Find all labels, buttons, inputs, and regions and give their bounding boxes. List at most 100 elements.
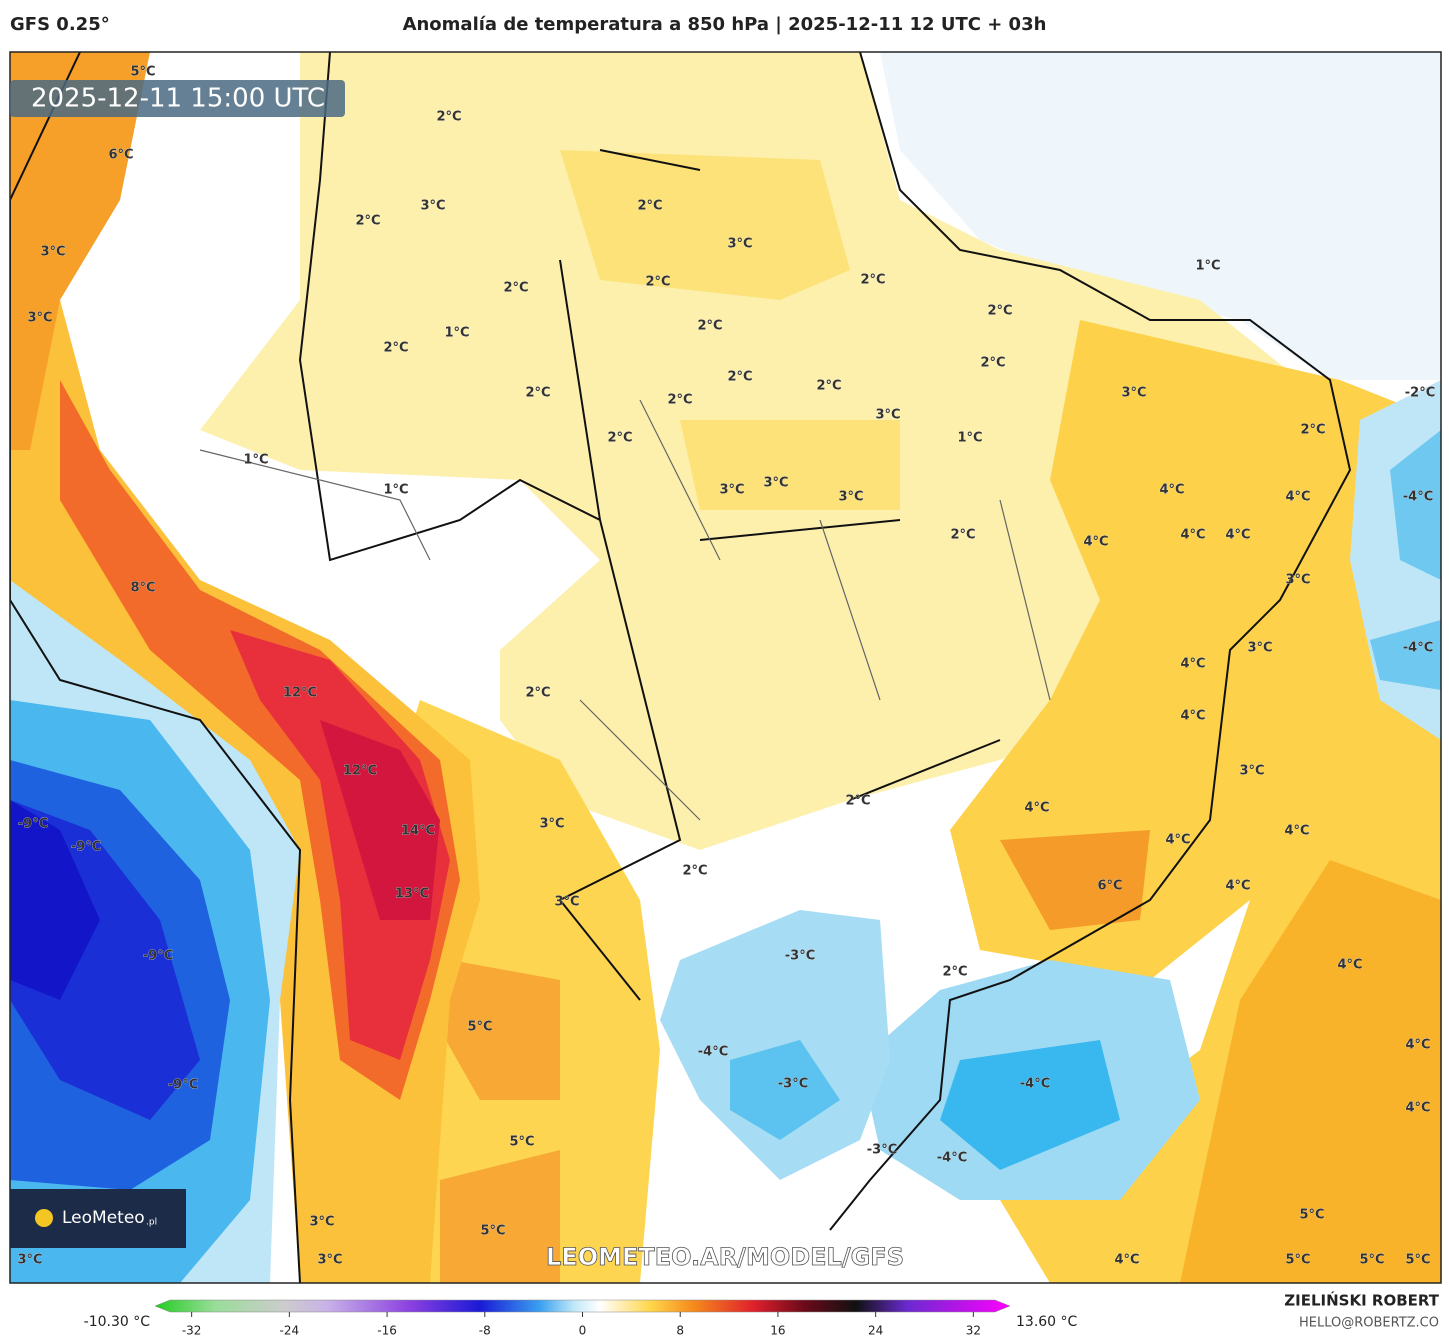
contour-label: 3°C bbox=[1239, 764, 1264, 779]
contour-label: 5°C bbox=[130, 65, 155, 80]
contour-label: 4°C bbox=[1159, 483, 1184, 498]
contour-label: 2°C bbox=[525, 386, 550, 401]
contour-label: 4°C bbox=[1405, 1038, 1430, 1053]
contour-label: 3°C bbox=[420, 199, 445, 214]
contour-label: 2°C bbox=[980, 356, 1005, 371]
contour-label: 3°C bbox=[1285, 573, 1310, 588]
contour-label: -2°C bbox=[1405, 386, 1435, 401]
contour-label: -4°C bbox=[698, 1045, 728, 1060]
author: ZIELIŃSKI ROBERT bbox=[1284, 1291, 1439, 1310]
contour-label: 4°C bbox=[1165, 833, 1190, 848]
contour-label: 5°C bbox=[480, 1224, 505, 1239]
contour-label: 4°C bbox=[1337, 958, 1362, 973]
colorbar-max: 13.60 °C bbox=[1016, 1314, 1078, 1330]
contour-label: 4°C bbox=[1180, 709, 1205, 724]
contour-label: 4°C bbox=[1024, 801, 1049, 816]
contour-label: 2°C bbox=[607, 431, 632, 446]
contour-label: -3°C bbox=[785, 949, 815, 964]
contour-label: -9°C bbox=[168, 1078, 198, 1093]
contour-label: 5°C bbox=[1405, 1253, 1430, 1268]
contour-label: 4°C bbox=[1225, 528, 1250, 543]
contour-label: 2°C bbox=[667, 393, 692, 408]
contour-label: 5°C bbox=[1299, 1208, 1324, 1223]
contour-label: 2°C bbox=[436, 110, 461, 125]
contour-label: 4°C bbox=[1083, 535, 1108, 550]
model-name: GFS 0.25° bbox=[10, 14, 110, 35]
contour-label: 3°C bbox=[17, 1253, 42, 1268]
map-title: Anomalía de temperatura a 850 hPa | 2025… bbox=[402, 14, 1047, 35]
contour-label: 12°C bbox=[283, 686, 317, 701]
contour-label: 3°C bbox=[40, 245, 65, 260]
colorbar-tick-label: -16 bbox=[377, 1324, 397, 1338]
contour-label: 2°C bbox=[637, 199, 662, 214]
contour-label: 2°C bbox=[355, 214, 380, 229]
colorbar-tick-label: 0 bbox=[579, 1324, 587, 1338]
colorbar-tick-label: 8 bbox=[676, 1324, 684, 1338]
contour-label: 2°C bbox=[950, 528, 975, 543]
contour-label: 3°C bbox=[838, 490, 863, 505]
contour-label: 3°C bbox=[875, 408, 900, 423]
contour-label: 3°C bbox=[317, 1253, 342, 1268]
contour-label: 2°C bbox=[987, 304, 1012, 319]
email: HELLO@ROBERTZ.CO bbox=[1299, 1316, 1439, 1331]
contour-label: 2°C bbox=[525, 686, 550, 701]
colorbar-min: -10.30 °C bbox=[84, 1314, 151, 1330]
contour-label: 4°C bbox=[1180, 657, 1205, 672]
colorbar-tick-label: 16 bbox=[770, 1324, 785, 1338]
contour-label: -4°C bbox=[937, 1151, 967, 1166]
contour-label: 1°C bbox=[957, 431, 982, 446]
contour-label: 5°C bbox=[1285, 1253, 1310, 1268]
contour-label: 3°C bbox=[539, 817, 564, 832]
contour-label: -4°C bbox=[1020, 1077, 1050, 1092]
contour-label: -9°C bbox=[143, 949, 173, 964]
colorbar-tick-label: -8 bbox=[479, 1324, 491, 1338]
contour-label: 4°C bbox=[1225, 879, 1250, 894]
contour-label: -4°C bbox=[1403, 490, 1433, 505]
contour-label: 1°C bbox=[1195, 259, 1220, 274]
contour-label: 3°C bbox=[1247, 641, 1272, 656]
map-field bbox=[10, 52, 1441, 1283]
contour-label: 14°C bbox=[401, 824, 435, 839]
contour-label: 5°C bbox=[1359, 1253, 1384, 1268]
contour-label: -9°C bbox=[71, 840, 101, 855]
contour-label: 2°C bbox=[383, 341, 408, 356]
contour-label: 2°C bbox=[697, 319, 722, 334]
contour-label: 6°C bbox=[108, 148, 133, 163]
contour-label: 2°C bbox=[816, 379, 841, 394]
logo-name: LeoMeteo bbox=[62, 1208, 145, 1228]
colorbar bbox=[154, 1299, 1011, 1313]
watermark: LEOMETEO.AR/MODEL/GFS bbox=[546, 1243, 904, 1271]
contour-label: 2°C bbox=[727, 370, 752, 385]
contour-label: 2°C bbox=[860, 273, 885, 288]
contour-label: 2°C bbox=[645, 275, 670, 290]
contour-label: 4°C bbox=[1285, 490, 1310, 505]
contour-label: -3°C bbox=[778, 1077, 808, 1092]
contour-label: 3°C bbox=[554, 895, 579, 910]
contour-label: 2°C bbox=[682, 864, 707, 879]
contour-label: 4°C bbox=[1284, 824, 1309, 839]
contour-label: 5°C bbox=[467, 1020, 492, 1035]
contour-label: 2°C bbox=[845, 794, 870, 809]
contour-label: 3°C bbox=[719, 483, 744, 498]
contour-label: -9°C bbox=[18, 817, 48, 832]
contour-label: 3°C bbox=[27, 311, 52, 326]
contour-label: 1°C bbox=[383, 483, 408, 498]
contour-label: 3°C bbox=[727, 237, 752, 252]
contour-label: 13°C bbox=[395, 887, 429, 902]
contour-label: 2°C bbox=[503, 281, 528, 296]
contour-label: 1°C bbox=[243, 453, 268, 468]
colorbar-tick-label: -32 bbox=[182, 1324, 202, 1338]
contour-label: 3°C bbox=[763, 476, 788, 491]
contour-label: 3°C bbox=[309, 1215, 334, 1230]
contour-label: 1°C bbox=[444, 326, 469, 341]
contour-label: 6°C bbox=[1097, 879, 1122, 894]
contour-label: 5°C bbox=[509, 1135, 534, 1150]
contour-label: 3°C bbox=[1121, 386, 1146, 401]
colorbar-tick-label: 32 bbox=[966, 1324, 981, 1338]
timestamp: 2025-12-11 15:00 UTC bbox=[31, 84, 325, 114]
colorbar-tick-label: 24 bbox=[868, 1324, 883, 1338]
contour-label: 2°C bbox=[942, 965, 967, 980]
contour-label: -4°C bbox=[1403, 641, 1433, 656]
